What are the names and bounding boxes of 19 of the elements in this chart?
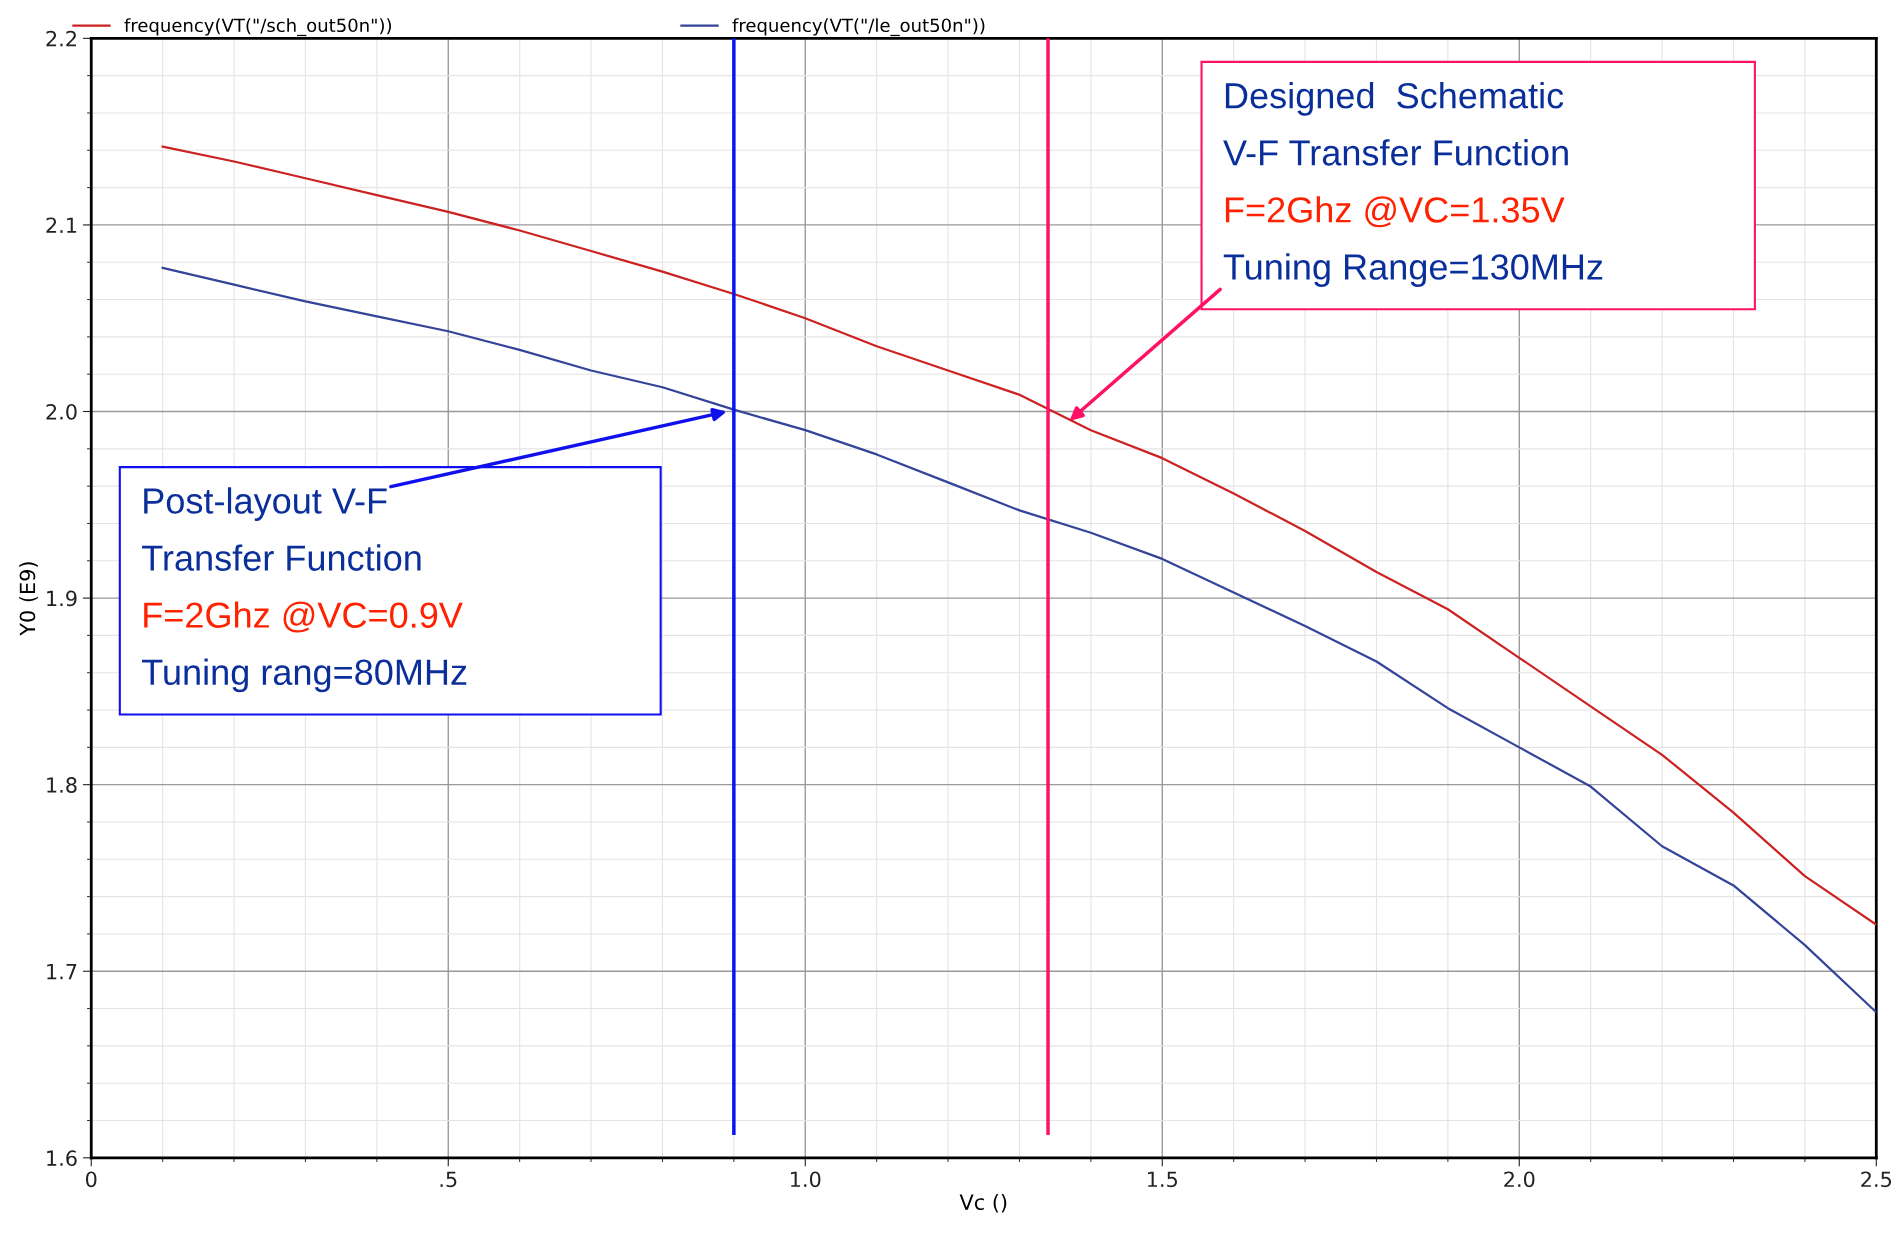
y-tick-label: 2.1 [46,217,77,233]
x-axis-title: Vc () [959,1193,1007,1213]
y-tick-label: 1.6 [47,1150,77,1167]
legend-label: frequency(VT("/le_out50n")) [732,18,985,37]
y-tick-label: 1.9 [47,590,77,607]
y-tick-label: 2.0 [46,403,77,420]
y-tick-label: 2.2 [46,30,76,47]
y-tick-label: 1.8 [47,777,77,793]
annotation: Designed Schematic V-F Transfer Function F=2Ghz @VC=1.35V Tuning Range=130MHz [1223,82,1603,287]
y-axis-title: Y0 (E9) [19,562,38,636]
x-tick-label: 1.0 [790,1171,821,1188]
x-tick-label: 1.5 [1147,1171,1178,1188]
x-tick-label: 0 [85,1171,97,1188]
x-tick-label: .5 [440,1171,457,1188]
x-tick-label: 2.0 [1504,1171,1535,1188]
x-tick-label: 2.5 [1861,1171,1892,1188]
annotation: Post-layout V-F Transfer Function F=2Ghz @VC=0.9V Tuning rang=80MHz [142,487,467,693]
legend-label: frequency(VT("/sch_out50n")) [124,18,391,37]
y-tick-label: 1.7 [47,963,77,980]
